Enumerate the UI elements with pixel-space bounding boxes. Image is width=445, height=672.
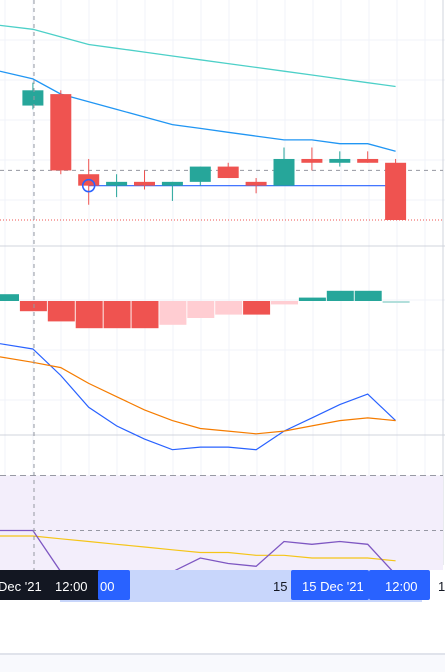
candle-body[interactable] bbox=[50, 94, 72, 171]
macd-histogram-bar[interactable] bbox=[47, 301, 75, 322]
bottom-panel-bg bbox=[0, 655, 445, 672]
candle-body[interactable] bbox=[217, 166, 239, 179]
range-time-label-bg bbox=[98, 570, 130, 600]
range-time-label: 15 Dec '21 bbox=[302, 579, 364, 594]
upper-band-line bbox=[0, 24, 396, 88]
candle-body[interactable] bbox=[329, 158, 351, 163]
bottom-toolbar bbox=[0, 653, 445, 672]
candle-body[interactable] bbox=[134, 181, 155, 186]
range-time-label-bg bbox=[291, 570, 369, 600]
macd-histogram-bar[interactable] bbox=[215, 301, 243, 315]
range-time-label: 12:00 bbox=[385, 579, 418, 594]
price-pane[interactable] bbox=[0, 24, 443, 221]
candle-body[interactable] bbox=[161, 181, 183, 186]
candle-body[interactable] bbox=[106, 181, 128, 186]
macd-histogram-bar[interactable] bbox=[131, 301, 159, 329]
macd-histogram-bar[interactable] bbox=[19, 301, 47, 312]
signal-marker bbox=[81, 178, 96, 193]
time-tick-label: 1 bbox=[438, 579, 445, 594]
macd-histogram-bar[interactable] bbox=[354, 290, 382, 301]
macd-histogram-bar[interactable] bbox=[271, 301, 298, 305]
rsi-pane[interactable] bbox=[0, 475, 443, 586]
range-time-label-bg bbox=[369, 570, 430, 600]
macd-histogram-bar[interactable] bbox=[103, 301, 131, 329]
signal-line bbox=[0, 356, 396, 435]
candle-body[interactable] bbox=[357, 158, 379, 163]
rsi-ma-line bbox=[0, 535, 396, 562]
time-tick-label: 15 bbox=[273, 579, 287, 594]
candle-body[interactable] bbox=[273, 158, 295, 186]
candle-body[interactable] bbox=[22, 90, 44, 106]
crosshair-time-label: Dec '21 bbox=[0, 579, 42, 594]
macd-line bbox=[0, 343, 397, 451]
candle-body[interactable] bbox=[385, 162, 407, 220]
macd-histogram-bar[interactable] bbox=[298, 297, 326, 301]
grid-layer bbox=[0, 0, 445, 565]
time-axis[interactable]: Dec '21 12:00 00 15 15 Dec '21 12:00 1 bbox=[0, 570, 445, 602]
macd-histogram-bar[interactable] bbox=[187, 301, 215, 318]
candle-body[interactable] bbox=[189, 166, 211, 182]
range-time-label: 00 bbox=[100, 579, 114, 594]
macd-histogram-bar[interactable] bbox=[159, 301, 187, 325]
macd-histogram-bar[interactable] bbox=[0, 294, 19, 301]
crosshair-time-label-bg bbox=[0, 570, 104, 600]
candle-body[interactable] bbox=[245, 181, 267, 186]
macd-histogram-bar[interactable] bbox=[382, 301, 410, 303]
macd-pane[interactable] bbox=[0, 290, 410, 451]
candle-body[interactable] bbox=[301, 158, 323, 163]
crosshair-time-label: 12:00 bbox=[55, 579, 88, 594]
macd-histogram-bar[interactable] bbox=[243, 301, 271, 315]
macd-histogram-bar[interactable] bbox=[75, 301, 103, 329]
macd-histogram-bar[interactable] bbox=[326, 290, 354, 301]
